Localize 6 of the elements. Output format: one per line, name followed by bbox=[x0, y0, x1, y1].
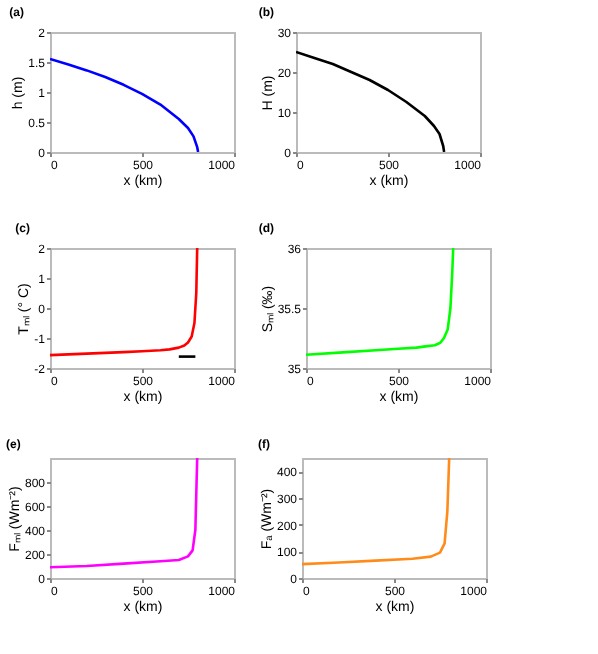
line-series bbox=[50, 248, 199, 357]
line-series bbox=[306, 248, 455, 357]
line-series bbox=[296, 50, 446, 152]
line-series bbox=[50, 458, 199, 569]
line-series bbox=[50, 57, 200, 152]
line-series bbox=[302, 458, 451, 566]
